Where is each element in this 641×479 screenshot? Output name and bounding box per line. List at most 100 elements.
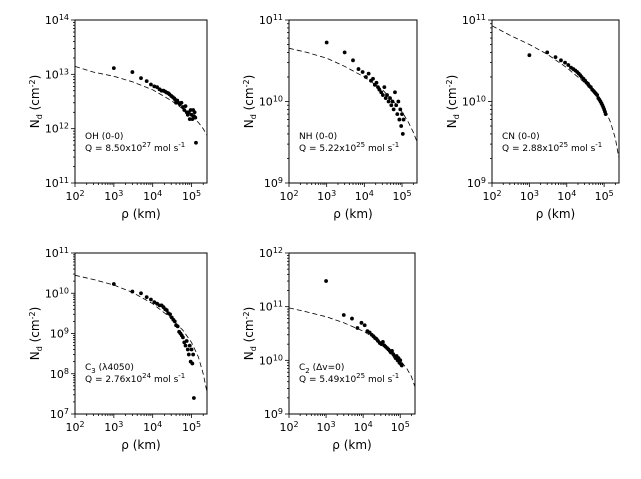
y-tick-label: 1013 (45, 67, 69, 81)
data-point (398, 358, 403, 363)
data-point (144, 79, 149, 84)
x-tick-label: 102 (65, 420, 84, 434)
data-point (388, 96, 392, 101)
data-point (130, 289, 135, 294)
data-point (184, 339, 189, 343)
y-axis-label: Nd (cm-2) (28, 75, 44, 129)
data-point (383, 96, 388, 101)
data-point (363, 75, 368, 79)
data-point (191, 396, 196, 400)
x-tick-label: 103 (104, 189, 123, 203)
data-point (393, 90, 397, 95)
data-point (351, 58, 355, 63)
data-point (179, 100, 184, 105)
y-tick-label: 1011 (45, 176, 69, 190)
data-point (380, 93, 385, 97)
x-tick-label: 102 (482, 189, 501, 203)
panel-c3: 102 103 104 105 107 108 109 1010 1011 ρ (km) Nd (c… (28, 246, 208, 452)
data-point (186, 352, 191, 357)
y-tick-label: 1010 (259, 353, 283, 367)
data-point (139, 76, 143, 81)
data-point (149, 82, 153, 87)
panel-annotation: Q = 2.88x1025 mol s-1 (502, 141, 602, 154)
data-point (563, 60, 567, 65)
x-tick-label: 104 (143, 420, 162, 434)
x-axis-label: ρ (km) (121, 438, 160, 452)
panel-oh: 102 103 104 105 1011 1012 1013 1014 ρ (km) Nd (cm… (28, 13, 208, 221)
x-axis-label: ρ (km) (121, 207, 160, 221)
data-point (377, 87, 382, 92)
data-point (183, 343, 188, 348)
y-axis-label: Nd (cm-2) (242, 307, 258, 361)
data-point (399, 363, 404, 368)
y-tick-label: 1011 (45, 246, 69, 260)
panel-annotation: CN (0-0) (502, 132, 540, 142)
x-tick-label: 105 (391, 420, 410, 434)
data-point (355, 326, 360, 330)
panel-c2: 102 103 104 105 109 1010 1011 1012 ρ (km) Nd (cm-… (242, 246, 416, 452)
x-tick-label: 103 (317, 189, 336, 203)
y-tick-label: 1014 (45, 13, 69, 27)
x-tick-label: 105 (182, 189, 201, 203)
data-point (172, 319, 177, 324)
x-tick-label: 103 (104, 420, 123, 434)
data-point (527, 53, 532, 58)
x-axis-label: ρ (km) (332, 438, 371, 452)
x-tick-label: 105 (595, 189, 614, 203)
x-tick-label: 105 (182, 420, 201, 434)
y-tick-label: 1011 (259, 300, 283, 314)
data-point (175, 324, 180, 329)
x-tick-label: 102 (279, 420, 298, 434)
data-point (399, 124, 404, 128)
x-tick-label: 103 (317, 420, 336, 434)
data-point (366, 71, 371, 76)
data-point (382, 85, 387, 90)
data-point (192, 110, 197, 115)
panel-annotation: NH (0-0) (299, 132, 337, 142)
data-point (187, 343, 192, 348)
data-point (603, 112, 608, 117)
data-point (401, 117, 406, 122)
data-point (342, 50, 347, 55)
panel-annotation: OH (0-0) (85, 132, 123, 142)
y-axis-label: Nd (cm-2) (445, 75, 461, 129)
data-point (385, 93, 389, 97)
x-axis-label: ρ (km) (536, 207, 575, 221)
data-point (359, 320, 364, 325)
x-tick-label: 102 (279, 189, 298, 203)
data-point (566, 63, 571, 67)
data-point (362, 323, 367, 328)
data-point (181, 335, 185, 340)
data-point (164, 308, 169, 313)
data-point (389, 103, 394, 108)
y-axis-label: Nd (cm-2) (242, 75, 258, 129)
x-tick-label: 104 (354, 420, 373, 434)
data-point (545, 50, 550, 55)
panel-annotation: C3 (λ4050) (85, 363, 134, 375)
data-point (185, 347, 190, 352)
data-point (189, 347, 194, 352)
data-point (559, 58, 563, 63)
plot-frame (74, 19, 208, 184)
x-tick-label: 104 (557, 189, 576, 203)
model-curve (288, 47, 418, 142)
plot-frame (288, 252, 416, 415)
data-point (595, 93, 600, 97)
y-axis-label: Nd (cm-2) (28, 307, 44, 361)
data-point (360, 70, 365, 74)
y-tick-label: 109 (50, 327, 69, 341)
data-point (144, 295, 149, 300)
x-axis-label: ρ (km) (333, 207, 372, 221)
panel-annotation: Q = 8.50x1027 mol s-1 (85, 141, 185, 154)
data-point (183, 104, 188, 109)
x-tick-label: 103 (520, 189, 539, 203)
panel-cn: 102 103 104 105 109 1010 1011 ρ (km) Nd (cm-2) CN… (445, 13, 620, 221)
data-point (398, 107, 403, 112)
data-point (324, 279, 328, 283)
data-point (341, 313, 346, 317)
panel-annotation: Q = 5.22x1025 mol s-1 (299, 141, 399, 154)
data-point (391, 107, 396, 112)
data-point (182, 108, 187, 112)
